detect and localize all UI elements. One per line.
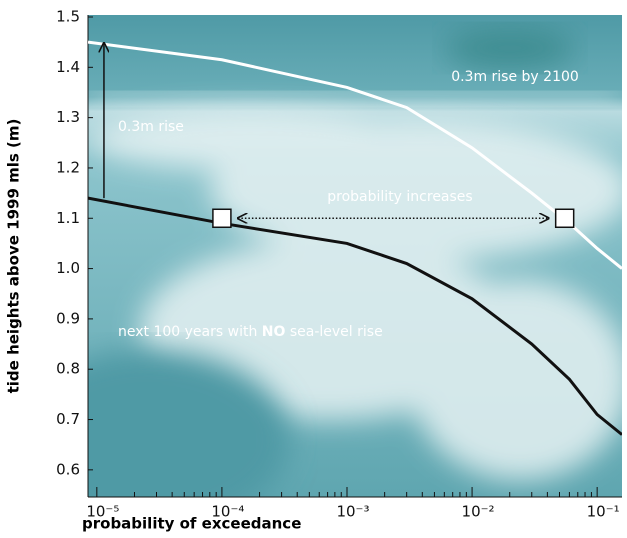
marker <box>556 209 574 227</box>
x-tick-label: 10⁻⁵ <box>86 503 119 521</box>
annotation-part: next 100 years with <box>118 324 262 340</box>
annotation-part: sea-level rise <box>285 324 382 340</box>
y-tick-label: 1.3 <box>56 108 80 126</box>
y-tick-label: 0.9 <box>56 309 80 327</box>
annotation-part: NO <box>262 324 286 340</box>
background-photo <box>10 15 627 530</box>
x-tick-label: 10⁻³ <box>336 503 369 521</box>
y-tick-label: 0.6 <box>56 460 80 478</box>
marker <box>213 209 231 227</box>
x-tick-label: 10⁻¹ <box>587 503 620 521</box>
annotation: probability increases <box>327 189 472 205</box>
annotation: 0.3m rise by 2100 <box>451 69 579 85</box>
chart: tide heights above 1999 mls (m) probabil… <box>0 0 627 534</box>
y-tick-label: 1.2 <box>56 158 80 176</box>
y-tick-label: 1.5 <box>56 8 80 26</box>
y-axis-label: tide heights above 1999 mls (m) <box>5 119 23 394</box>
y-tick-label: 1.4 <box>56 58 80 76</box>
y-tick-label: 1.1 <box>56 209 80 227</box>
y-tick-label: 0.7 <box>56 410 80 428</box>
annotation: next 100 years with NO sea-level rise <box>118 324 383 340</box>
y-tick-label: 1.0 <box>56 259 80 277</box>
x-tick-label: 10⁻² <box>462 503 495 521</box>
x-tick-label: 10⁻⁴ <box>211 503 244 521</box>
y-tick-label: 0.8 <box>56 360 80 378</box>
annotation: 0.3m rise <box>118 119 184 135</box>
